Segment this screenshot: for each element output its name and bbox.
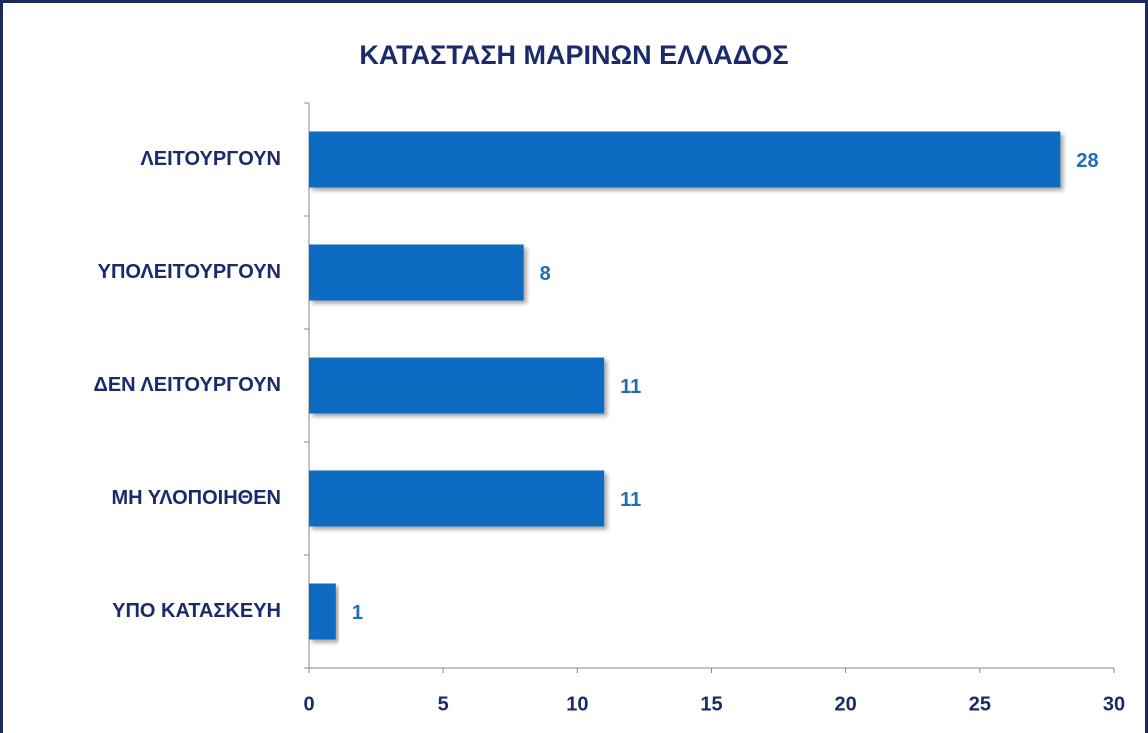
value-label: 11 (620, 489, 641, 511)
bar (309, 583, 336, 640)
x-tick-label: 15 (700, 693, 722, 715)
bar (309, 357, 605, 414)
value-label: 1 (352, 602, 363, 624)
x-tick-label: 5 (438, 693, 449, 715)
y-tick-label: ΥΠΟ ΚΑΤΑΣΚΕΥΗ (112, 600, 281, 622)
chart-title: ΚΑΤΑΣΤΑΣΗ ΜΑΡΙΝΩΝ ΕΛΛΑΔΟΣ (359, 40, 788, 70)
value-label: 11 (620, 376, 641, 398)
bar (309, 131, 1061, 188)
y-tick-label: ΜΗ ΥΛΟΠΟΙΗΘΕΝ (111, 487, 281, 509)
y-tick-label: ΛΕΙΤΟΥΡΓΟΥΝ (140, 148, 281, 170)
value-label: 28 (1076, 150, 1098, 172)
x-tick-label: 0 (303, 693, 314, 715)
x-tick-label: 30 (1103, 693, 1125, 715)
x-tick-label: 25 (969, 693, 991, 715)
value-label: 8 (540, 263, 551, 285)
x-tick-label: 20 (835, 693, 857, 715)
bar (309, 244, 524, 301)
x-tick-label: 10 (566, 693, 588, 715)
y-tick-label: ΔΕΝ ΛΕΙΤΟΥΡΓΟΥΝ (93, 374, 281, 396)
bar (309, 470, 605, 527)
y-tick-label: ΥΠΟΛΕΙΤΟΥΡΓΟΥΝ (98, 261, 281, 283)
